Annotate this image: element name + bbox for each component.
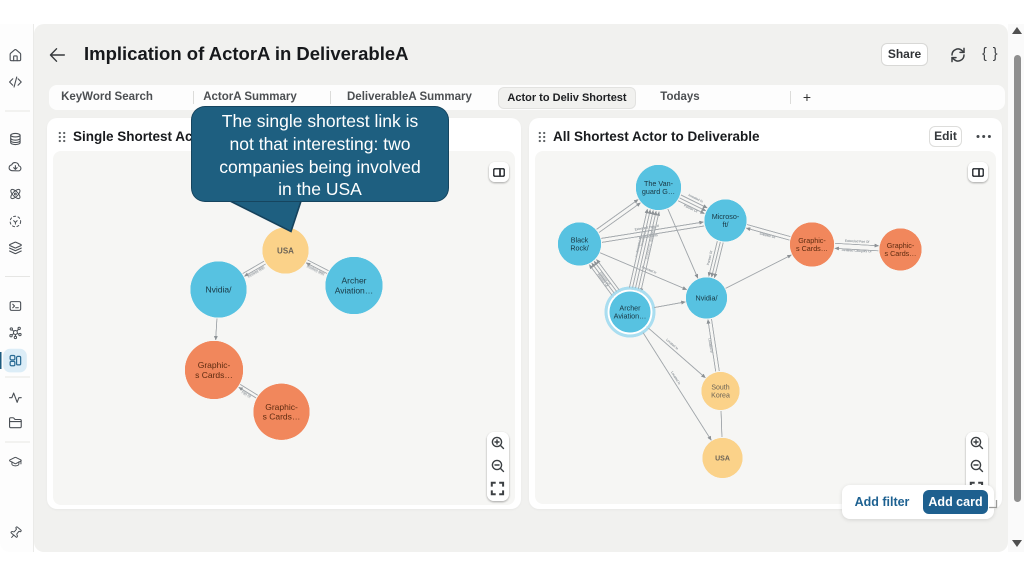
svg-text:Nvidia/: Nvidia/	[696, 294, 718, 303]
svg-text:Located In: Located In	[670, 370, 681, 385]
svg-text:Aviation…: Aviation…	[614, 312, 647, 321]
svg-text:Located In: Located In	[707, 338, 713, 354]
svg-text:Supplier Of: Supplier Of	[759, 231, 776, 239]
svg-text:Invested In: Invested In	[640, 230, 647, 246]
svg-text:s Cards…: s Cards…	[885, 249, 917, 258]
svg-text:Invested In: Invested In	[649, 226, 656, 242]
svg-text:Located In: Located In	[670, 370, 681, 385]
svg-text:Partner Of: Partner Of	[683, 203, 698, 213]
svg-text:Invested In: Invested In	[641, 265, 657, 275]
svg-text:Graphic-: Graphic-	[198, 360, 231, 370]
svg-text:Extended Part Of: Extended Part Of	[634, 224, 659, 232]
svg-text:Detailed Category Of: Detailed Category Of	[842, 248, 872, 254]
svg-text:USA: USA	[277, 246, 294, 255]
svg-text:South: South	[711, 384, 729, 391]
svg-text:Invested In: Invested In	[634, 241, 641, 257]
svg-text:s Cards…: s Cards…	[263, 412, 301, 422]
svg-text:Graphic-: Graphic-	[265, 402, 298, 412]
svg-text:Involved With: Involved With	[247, 265, 266, 278]
svg-text:Extended Part Of: Extended Part Of	[845, 239, 870, 244]
svg-text:Partner Of: Partner Of	[706, 250, 713, 265]
svg-text:Supplier Of: Supplier Of	[759, 231, 776, 239]
svg-text:Black: Black	[571, 235, 589, 244]
svg-text:Supplier Of: Supplier Of	[759, 231, 776, 239]
svg-text:guard G…: guard G…	[642, 187, 675, 196]
svg-text:Extended Part Of: Extended Part Of	[634, 224, 659, 232]
svg-text:Invested In: Invested In	[649, 226, 656, 242]
svg-text:The Van-: The Van-	[644, 179, 674, 188]
svg-text:Invested In: Invested In	[688, 193, 704, 204]
svg-text:Part Of: Part Of	[240, 391, 251, 400]
svg-text:Investor Of: Investor Of	[596, 273, 609, 288]
svg-text:Invested In: Invested In	[645, 243, 652, 259]
svg-text:Partner Of: Partner Of	[706, 250, 713, 265]
svg-text:Located In: Located In	[707, 338, 713, 354]
svg-text:Extended Part Of: Extended Part Of	[845, 239, 870, 244]
svg-text:Archer: Archer	[341, 276, 366, 286]
svg-text:Partner Of: Partner Of	[683, 203, 698, 213]
svg-text:USA: USA	[715, 455, 730, 462]
svg-text:s Cards…: s Cards…	[796, 244, 828, 253]
svg-text:Involved With: Involved With	[638, 233, 658, 240]
svg-text:Aviation…: Aviation…	[335, 285, 374, 295]
svg-text:Partner Of: Partner Of	[706, 250, 713, 265]
svg-text:Detailed Category Of: Detailed Category Of	[842, 248, 872, 254]
svg-text:ft/: ft/	[723, 220, 729, 229]
svg-text:Microso-: Microso-	[712, 212, 740, 221]
svg-text:Extended Part Of: Extended Part Of	[634, 224, 659, 232]
svg-text:Graphic-: Graphic-	[887, 241, 915, 250]
svg-text:Invested In: Invested In	[641, 265, 657, 275]
svg-text:Located In: Located In	[707, 338, 713, 354]
svg-text:Invested In: Invested In	[641, 265, 657, 275]
svg-text:Involved With: Involved With	[638, 233, 658, 240]
svg-text:Located In: Located In	[670, 370, 681, 385]
svg-text:Involved With: Involved With	[306, 263, 325, 275]
svg-text:Involved With: Involved With	[638, 233, 658, 240]
svg-text:Invested In: Invested In	[688, 193, 704, 204]
svg-text:Invested In: Invested In	[688, 193, 704, 204]
svg-text:Part Of: Part Of	[241, 389, 252, 398]
svg-text:Partner Of: Partner Of	[683, 203, 698, 213]
svg-text:Graphic-: Graphic-	[798, 236, 826, 245]
svg-text:s Cards…: s Cards…	[195, 370, 233, 380]
svg-text:Rock/: Rock/	[570, 244, 588, 253]
svg-text:Part Of: Part Of	[241, 389, 252, 398]
svg-text:Invested In: Invested In	[640, 230, 647, 246]
svg-text:Korea: Korea	[711, 393, 730, 400]
svg-text:Archer: Archer	[619, 303, 641, 312]
svg-text:Extended Part Of: Extended Part Of	[845, 239, 870, 244]
svg-text:Nvidia/: Nvidia/	[206, 285, 233, 295]
svg-text:Detailed Category Of: Detailed Category Of	[842, 248, 872, 254]
